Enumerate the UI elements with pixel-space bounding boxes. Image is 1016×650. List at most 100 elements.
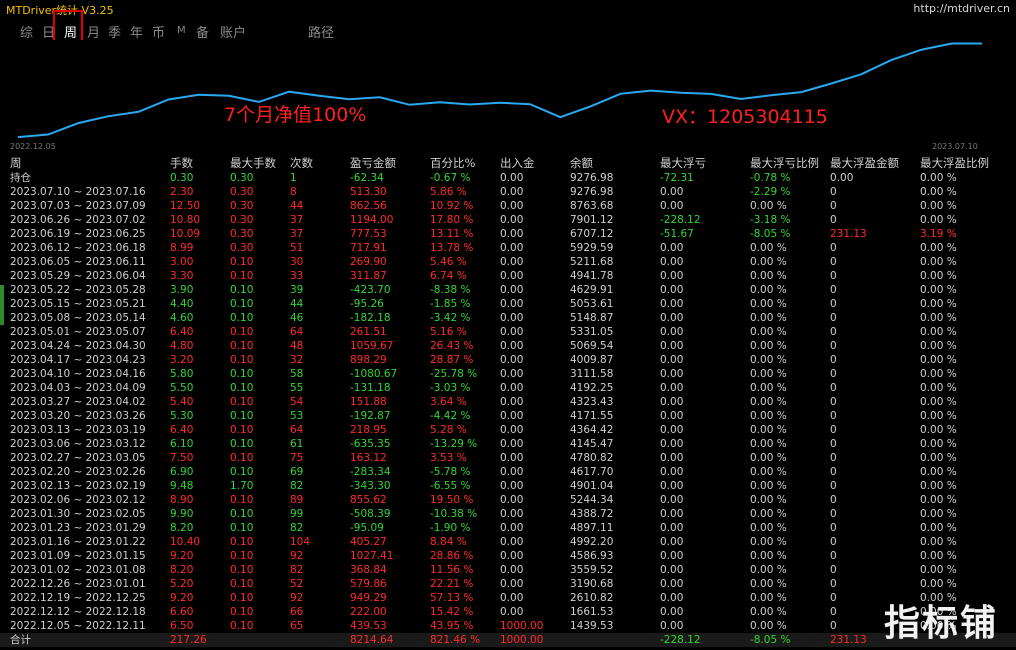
cell-max-float-profit-pct: 0.00 % xyxy=(920,284,957,296)
table-row: 2023.06.05 ~ 2023.06.11 3.00 0.10 30 269.90 5… xyxy=(0,255,1016,269)
cell-max-float-loss-pct: 0.00 % xyxy=(750,466,787,478)
cell-lots: 3.20 xyxy=(170,354,194,366)
cell-max-float-loss-pct: -2.29 % xyxy=(750,186,791,198)
cell-max-float-loss: -228.12 xyxy=(660,634,701,646)
cell-pnl: 579.86 xyxy=(350,578,387,590)
cell-lots: 6.90 xyxy=(170,466,194,478)
cell-pct: 8.84 % xyxy=(430,536,467,548)
cell-pct: 6.74 % xyxy=(430,270,467,282)
cell-max-float-profit-pct: 0.00 % xyxy=(920,312,957,324)
cell-max-float-loss-pct: 0.00 % xyxy=(750,592,787,604)
cell-deposit: 0.00 xyxy=(500,256,524,268)
table-row: 2023.02.20 ~ 2023.02.26 6.90 0.10 69 -283.34… xyxy=(0,465,1016,479)
cell-trades: 92 xyxy=(290,550,304,562)
cell-deposit: 0.00 xyxy=(500,312,524,324)
cell-max-lots: 0.10 xyxy=(230,410,254,422)
cell-pnl: 717.91 xyxy=(350,242,387,254)
cell-max-float-loss: 0.00 xyxy=(660,354,684,366)
cell-max-float-loss: 0.00 xyxy=(660,312,684,324)
cell-trades: 37 xyxy=(290,228,304,240)
period-tabs: 综 日 周 月 季 年 币 M 备 账户 路径 xyxy=(0,20,1016,41)
cell-max-float-profit-pct: 0.00 % xyxy=(920,480,957,492)
cell-balance: 4323.43 xyxy=(570,396,614,408)
cell-max-lots: 0.30 xyxy=(230,228,254,240)
cell-pnl: 163.12 xyxy=(350,452,387,464)
cell-pct: -8.38 % xyxy=(430,284,471,296)
cell-max-float-profit: 0 xyxy=(830,522,837,534)
cell-max-lots: 0.10 xyxy=(230,396,254,408)
cell-max-float-profit: 0 xyxy=(830,242,837,254)
tab-currency[interactable]: 币 xyxy=(152,26,166,41)
cell-max-float-profit-pct: 0.00 % xyxy=(920,578,957,590)
cell-pnl: 261.51 xyxy=(350,326,387,338)
tab-year[interactable]: 年 xyxy=(130,26,144,41)
cell-max-float-loss: 0.00 xyxy=(660,536,684,548)
cell-lots: 7.50 xyxy=(170,452,194,464)
cell-pct: 5.86 % xyxy=(430,186,467,198)
cell-max-lots: 0.10 xyxy=(230,382,254,394)
cell-max-float-profit: 0 xyxy=(830,354,837,366)
cell-lots: 手数 xyxy=(170,156,193,170)
cell-deposit: 1000.00 xyxy=(500,634,544,646)
cell-trades: 54 xyxy=(290,396,304,408)
cell-pct: -1.85 % xyxy=(430,298,471,310)
cell-max-float-profit-pct: 0.00 % xyxy=(920,424,957,436)
cell-pnl: 1194.00 xyxy=(350,214,394,226)
cell-period: 2023.03.27 ~ 2023.04.02 xyxy=(10,396,146,408)
cell-deposit: 0.00 xyxy=(500,396,524,408)
cell-period: 2023.06.12 ~ 2023.06.18 xyxy=(10,242,146,254)
cell-max-float-loss-pct: 0.00 % xyxy=(750,452,787,464)
cell-lots: 8.20 xyxy=(170,564,194,576)
tab-month[interactable]: 月 xyxy=(87,26,101,41)
cell-period: 2023.02.13 ~ 2023.02.19 xyxy=(10,480,146,492)
cell-max-float-loss: 0.00 xyxy=(660,452,684,464)
tab-quarter[interactable]: 季 xyxy=(108,26,122,41)
cell-pnl: -635.35 xyxy=(350,438,391,450)
tab-summary[interactable]: 综 xyxy=(20,26,34,41)
cell-max-float-loss: 0.00 xyxy=(660,550,684,562)
cell-lots: 3.90 xyxy=(170,284,194,296)
cell-pct: 5.16 % xyxy=(430,326,467,338)
cell-max-float-profit: 0 xyxy=(830,438,837,450)
tab-week[interactable]: 周 xyxy=(64,26,78,41)
cell-max-float-profit-pct: 0.00 % xyxy=(920,354,957,366)
cell-trades: 69 xyxy=(290,466,304,478)
tab-day[interactable]: 日 xyxy=(42,26,56,41)
cell-trades: 104 xyxy=(290,536,311,548)
cell-pct: 57.13 % xyxy=(430,592,474,604)
table-row: 2023.04.17 ~ 2023.04.23 3.20 0.10 32 898.29 2… xyxy=(0,353,1016,367)
table-row: 2022.12.05 ~ 2022.12.11 6.50 0.10 65 439.53 4… xyxy=(0,619,1016,633)
table-row: 2023.05.29 ~ 2023.06.04 3.30 0.10 33 311.87 6… xyxy=(0,269,1016,283)
tab-m[interactable]: M xyxy=(177,25,186,36)
cell-deposit: 0.00 xyxy=(500,466,524,478)
watermark-logo: 指标铺 xyxy=(883,603,998,644)
cell-period: 2022.12.19 ~ 2022.12.25 xyxy=(10,592,146,604)
table-row: 持仓 0.30 0.30 1 -62.34 -0.67 % 0.00 9276.98 -72.3… xyxy=(0,171,1016,185)
table-row: 2023.02.06 ~ 2023.02.12 8.90 0.10 89 855.62 1… xyxy=(0,493,1016,507)
cell-pct: -4.42 % xyxy=(430,410,471,422)
cell-max-float-loss-pct: -8.05 % xyxy=(750,228,791,240)
cell-max-float-loss-pct: 0.00 % xyxy=(750,578,787,590)
cell-max-float-profit-pct: 0.00 % xyxy=(920,382,957,394)
cell-max-float-profit: 0 xyxy=(830,214,837,226)
cell-deposit: 0.00 xyxy=(500,368,524,380)
cell-max-float-profit-pct: 0.00 % xyxy=(920,396,957,408)
cell-max-float-profit-pct: 0.00 % xyxy=(920,256,957,268)
cell-period: 2023.01.23 ~ 2023.01.29 xyxy=(10,522,146,534)
cell-period: 2023.06.05 ~ 2023.06.11 xyxy=(10,256,146,268)
cell-period: 2022.12.12 ~ 2022.12.18 xyxy=(10,606,146,618)
cell-pnl: 151.88 xyxy=(350,396,387,408)
cell-lots: 217.26 xyxy=(170,634,207,646)
site-link[interactable]: http://mtdriver.cn xyxy=(913,2,1010,15)
cell-max-float-profit-pct: 0.00 % xyxy=(920,536,957,548)
tab-account[interactable]: 账户 xyxy=(220,26,247,41)
cell-balance: 4009.87 xyxy=(570,354,614,366)
cell-max-float-profit: 0 xyxy=(830,578,837,590)
cell-deposit: 0.00 xyxy=(500,606,524,618)
tab-note[interactable]: 备 xyxy=(196,26,210,41)
cell-max-float-profit-pct: 0.00 % xyxy=(920,606,957,618)
cell-balance: 9276.98 xyxy=(570,172,614,184)
cell-max-float-loss: 0.00 xyxy=(660,508,684,520)
cell-max-lots: 0.10 xyxy=(230,270,254,282)
tab-path[interactable]: 路径 xyxy=(308,26,335,41)
